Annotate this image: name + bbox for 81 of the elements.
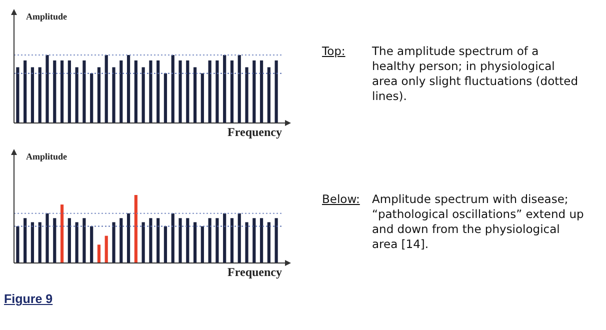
bar — [208, 218, 212, 263]
bar — [216, 218, 219, 263]
text: The amplitude spectrum of a healthy person; in physiological area only slight fluctuations (dotted lines). — [372, 44, 580, 104]
y-axis-title: Amplitude — [26, 11, 68, 22]
bar — [274, 60, 278, 123]
bar — [60, 60, 64, 123]
bar — [267, 222, 270, 263]
x-axis-title: Frequency — [228, 125, 282, 140]
bar — [97, 67, 101, 123]
bar — [126, 213, 130, 263]
bar — [245, 222, 248, 263]
bar — [134, 60, 138, 123]
bar — [216, 60, 219, 123]
text: Below: — [322, 192, 361, 208]
bar — [245, 67, 248, 123]
bar — [186, 218, 190, 263]
bar — [274, 218, 278, 263]
bar — [200, 226, 204, 263]
bar — [164, 226, 168, 263]
bar — [16, 67, 20, 123]
x-axis-title: Frequency — [228, 265, 282, 280]
text: Top: — [322, 44, 346, 60]
bar — [112, 222, 116, 263]
bar — [38, 222, 42, 263]
bar — [46, 55, 49, 123]
bar — [238, 55, 241, 123]
bar — [164, 73, 168, 123]
bar — [178, 60, 182, 123]
bar — [46, 213, 49, 263]
bar — [142, 67, 145, 123]
bar — [112, 67, 116, 123]
bar — [252, 60, 256, 123]
bar — [90, 226, 94, 263]
bar — [24, 60, 27, 123]
bar — [178, 218, 182, 263]
bar — [223, 55, 226, 123]
bar — [230, 60, 234, 123]
bar — [200, 73, 204, 123]
bar — [120, 60, 123, 123]
bar — [60, 204, 64, 263]
y-axis-title: Amplitude — [26, 151, 68, 162]
bar — [82, 60, 86, 123]
bar — [238, 213, 241, 263]
bar — [82, 218, 86, 263]
bar — [142, 222, 145, 263]
bar — [193, 67, 197, 123]
bar — [134, 195, 138, 263]
bar — [186, 60, 190, 123]
bar — [68, 60, 71, 123]
bar — [97, 244, 101, 263]
text: Amplitude spectrum with disease; “pathological oscillations” extend up and down from the physiological area [14]. — [372, 192, 584, 252]
bar — [120, 218, 123, 263]
bar — [171, 55, 174, 123]
bar — [75, 67, 78, 123]
bar — [53, 60, 56, 123]
bar — [208, 60, 212, 123]
bar — [252, 218, 256, 263]
bar — [267, 67, 270, 123]
bar — [104, 55, 108, 123]
bar — [53, 218, 56, 263]
bar — [24, 218, 27, 263]
bar — [149, 60, 152, 123]
bar — [75, 222, 78, 263]
bar — [156, 218, 160, 263]
bar — [90, 73, 94, 123]
bar — [30, 222, 34, 263]
bar — [38, 67, 42, 123]
bar — [223, 213, 226, 263]
bar — [68, 218, 71, 263]
bar — [156, 60, 160, 123]
bar — [193, 222, 197, 263]
bar — [230, 218, 234, 263]
bar — [16, 226, 20, 263]
bar — [104, 236, 108, 263]
bar — [126, 55, 130, 123]
bar — [30, 67, 34, 123]
caption: Figure 9 — [4, 292, 53, 306]
bar — [260, 218, 264, 263]
bar — [171, 213, 174, 263]
bar — [260, 60, 264, 123]
bar — [149, 218, 152, 263]
